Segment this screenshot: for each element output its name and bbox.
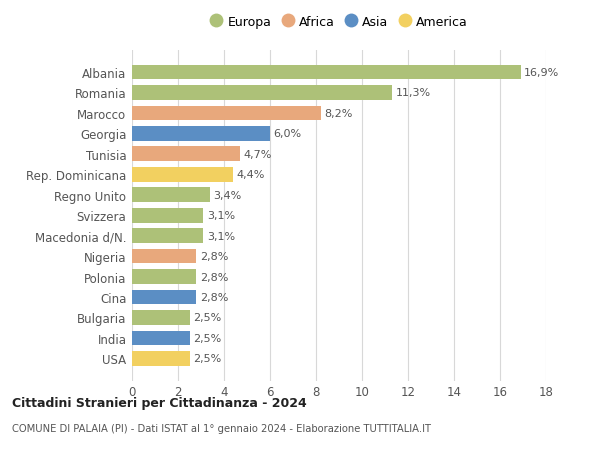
Bar <box>132 208 203 223</box>
Bar <box>132 269 196 284</box>
Text: 6,0%: 6,0% <box>274 129 302 139</box>
Text: 3,1%: 3,1% <box>207 211 235 221</box>
Bar <box>132 351 190 366</box>
Bar <box>132 66 521 80</box>
Text: 3,4%: 3,4% <box>214 190 242 200</box>
Bar <box>132 188 210 203</box>
Bar <box>132 249 196 264</box>
Text: 2,5%: 2,5% <box>193 353 221 364</box>
Bar <box>132 310 190 325</box>
Text: 2,5%: 2,5% <box>193 313 221 323</box>
Bar <box>132 229 203 243</box>
Bar <box>132 147 240 162</box>
Legend: Europa, Africa, Asia, America: Europa, Africa, Asia, America <box>208 14 470 32</box>
Bar <box>132 168 233 182</box>
Text: 2,5%: 2,5% <box>193 333 221 343</box>
Text: 3,1%: 3,1% <box>207 231 235 241</box>
Bar <box>132 127 270 141</box>
Text: 4,4%: 4,4% <box>236 170 265 180</box>
Text: 8,2%: 8,2% <box>324 109 352 119</box>
Text: 2,8%: 2,8% <box>200 272 228 282</box>
Bar <box>132 331 190 346</box>
Text: 11,3%: 11,3% <box>395 88 430 98</box>
Bar <box>132 86 392 101</box>
Text: COMUNE DI PALAIA (PI) - Dati ISTAT al 1° gennaio 2024 - Elaborazione TUTTITALIA.: COMUNE DI PALAIA (PI) - Dati ISTAT al 1°… <box>12 424 431 433</box>
Text: 4,7%: 4,7% <box>244 150 272 159</box>
Text: Cittadini Stranieri per Cittadinanza - 2024: Cittadini Stranieri per Cittadinanza - 2… <box>12 396 307 409</box>
Bar <box>132 290 196 305</box>
Text: 2,8%: 2,8% <box>200 292 228 302</box>
Bar <box>132 106 320 121</box>
Text: 2,8%: 2,8% <box>200 252 228 262</box>
Text: 16,9%: 16,9% <box>524 68 559 78</box>
